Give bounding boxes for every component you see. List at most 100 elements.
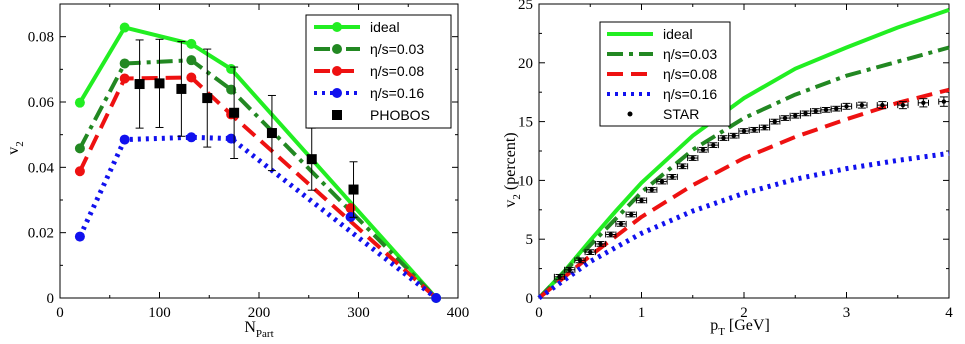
legend-marker <box>332 66 342 76</box>
data-point <box>635 197 648 204</box>
data-point <box>707 142 719 149</box>
legend-label: η/s=0.08 <box>663 66 717 82</box>
legend-marker <box>332 44 342 54</box>
x-tick-label: 400 <box>447 305 470 321</box>
series-marker <box>226 133 237 144</box>
data-point <box>154 38 165 128</box>
y-tick-label: 10 <box>518 173 533 189</box>
legend-label: ideal <box>370 19 400 35</box>
y-tick-label: 0.04 <box>28 160 55 176</box>
x-axis-label-left: NPart <box>244 319 273 340</box>
y-axis-label-right: v2 (percent) <box>502 132 523 207</box>
legend-item: η/s=0.03 <box>314 41 424 57</box>
data-point <box>594 240 607 247</box>
data-point <box>938 96 950 107</box>
legend-box-left <box>305 14 452 129</box>
series-marker <box>119 73 130 84</box>
data-point <box>266 94 277 172</box>
data-point <box>758 124 771 131</box>
legend-left: ideal η/s=0.03 η/s=0.08 η/s=0.16 PHOBOS <box>305 14 452 129</box>
series-marker <box>119 134 130 145</box>
series-line-0 <box>537 8 950 300</box>
legend-item: η/s=0.16 <box>607 86 717 102</box>
series-marker <box>74 166 85 177</box>
series-marker <box>431 293 442 303</box>
series-marker <box>345 203 356 214</box>
legend-marker <box>332 110 342 120</box>
series-line-1 <box>537 45 950 300</box>
series-marker <box>186 72 197 83</box>
data-point <box>810 108 822 115</box>
y-tick-label: 0 <box>47 291 55 307</box>
series-marker <box>119 22 130 33</box>
data-point <box>564 266 576 273</box>
legend-item: ideal <box>607 26 693 42</box>
data-point <box>202 48 213 148</box>
data-point <box>717 135 730 142</box>
legend-item: η/s=0.08 <box>314 63 424 79</box>
series-marker <box>226 84 237 95</box>
x-tick-label: 1 <box>638 305 646 321</box>
legend-item: η/s=0.08 <box>607 66 717 82</box>
legend-item: η/s=0.03 <box>607 46 717 62</box>
y-tick-label: 25 <box>518 0 533 13</box>
series-marker <box>226 64 237 75</box>
data-point <box>789 112 801 119</box>
legend-item: η/s=0.16 <box>314 85 424 101</box>
data-point <box>646 186 658 193</box>
data-point <box>574 257 586 264</box>
x-tick-label: 300 <box>347 305 370 321</box>
y-tick-label: 20 <box>518 56 533 72</box>
series-line-3 <box>77 134 438 300</box>
data-point <box>697 146 709 153</box>
legend-label: η/s=0.16 <box>663 86 717 102</box>
x-axis-label-right: pT [GeV] <box>710 317 770 338</box>
legend-label: η/s=0.08 <box>370 63 424 79</box>
data-point <box>779 115 791 122</box>
x-tick-label: 0 <box>56 305 64 321</box>
series-marker <box>186 132 197 143</box>
legend-right: ideal η/s=0.03 η/s=0.08 η/s=0.16 STAR <box>599 21 731 127</box>
legend-label: η/s=0.03 <box>370 41 424 57</box>
legend-label: PHOBOS <box>370 107 430 123</box>
panel-right-chart: 0 1 2 3 4 0 5 10 15 20 25 pT [GeV] v2 (percent) id… <box>502 0 953 338</box>
x-tick-label: 3 <box>843 305 851 321</box>
data-point <box>769 118 781 125</box>
data-point <box>799 110 812 117</box>
data-point <box>856 101 868 109</box>
y-axis-label-left: v2 <box>5 141 26 155</box>
legend-marker <box>332 22 342 32</box>
legend-item: PHOBOS <box>332 107 430 123</box>
data-point <box>584 249 596 256</box>
data-point <box>625 211 637 218</box>
x-tick-label: 0 <box>535 305 543 321</box>
data-point <box>615 220 627 227</box>
y-tick-label: 0.06 <box>28 95 55 111</box>
data-point <box>676 163 689 170</box>
data-point <box>656 178 668 185</box>
y-tick-label: 0 <box>526 291 534 307</box>
y-tick-label: 15 <box>518 115 533 131</box>
data-point <box>897 101 909 110</box>
data-point <box>728 132 740 139</box>
data-point <box>229 66 240 160</box>
x-tick-label: 2 <box>740 305 748 321</box>
series-marker <box>74 97 85 108</box>
x-tick-label: 100 <box>148 305 171 321</box>
series-marker <box>186 38 197 49</box>
y-tick-label: 0.02 <box>28 226 54 242</box>
data-point <box>687 155 699 162</box>
legend-marker <box>627 111 633 117</box>
series-marker <box>119 58 130 69</box>
series-line-3 <box>537 150 950 301</box>
data-point <box>748 126 760 133</box>
data-point <box>917 98 929 108</box>
data-point <box>876 101 888 110</box>
data-point <box>134 39 145 129</box>
legend-item: STAR <box>627 106 699 122</box>
data-point <box>820 106 832 113</box>
data-point <box>840 102 853 110</box>
y-tick-label: 5 <box>526 232 534 248</box>
